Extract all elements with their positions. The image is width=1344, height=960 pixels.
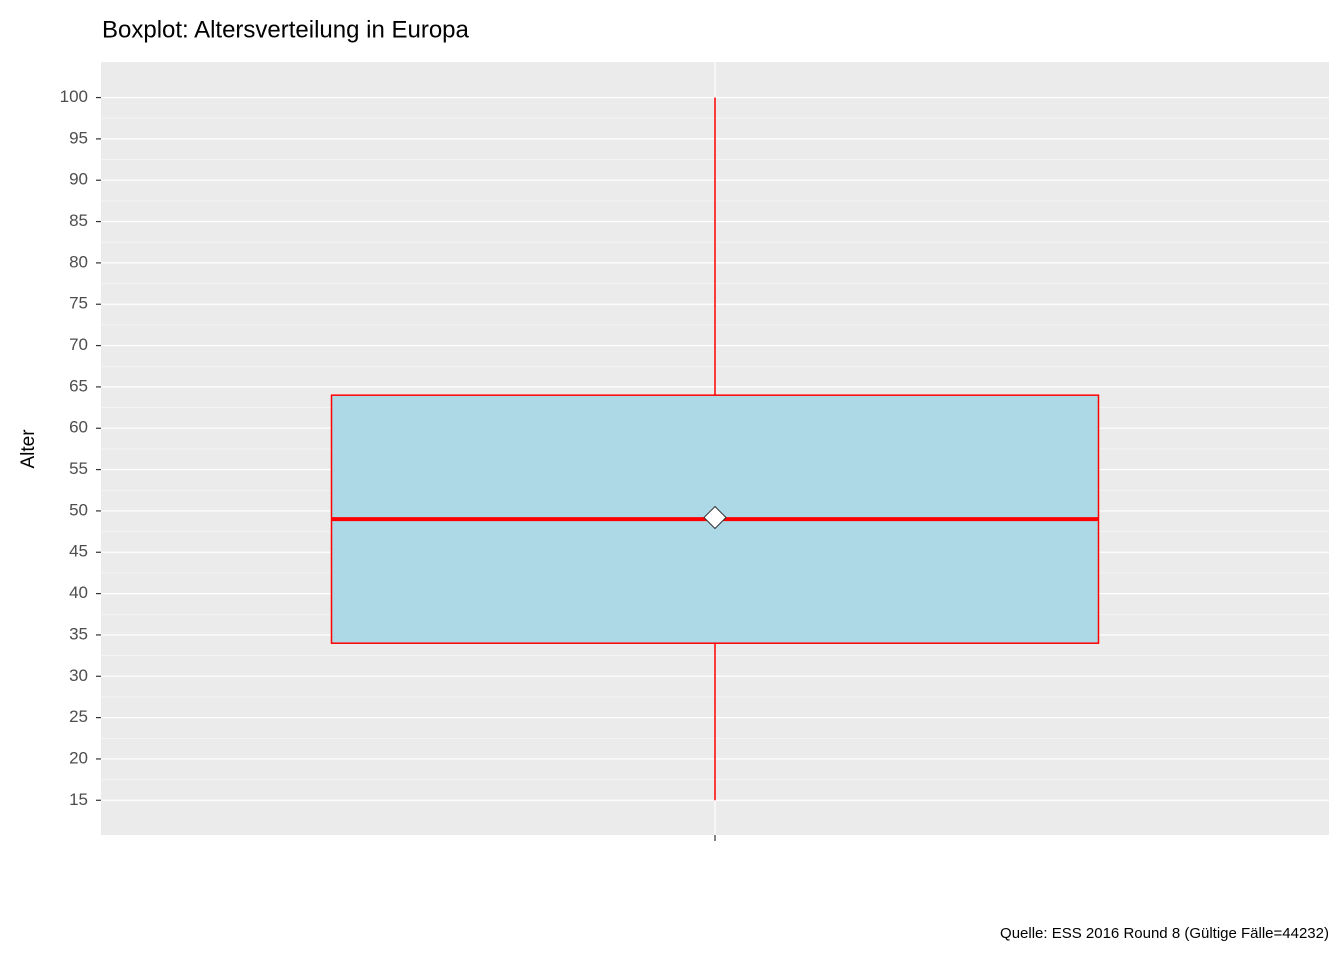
y-tick-label: 85 [69,211,88,230]
y-tick-label: 70 [69,335,88,354]
mean-marker [703,505,727,530]
y-tick-label: 30 [69,666,88,685]
y-tick-label: 80 [69,252,88,271]
y-tick-label: 60 [69,418,88,437]
y-tick-label: 20 [69,748,88,767]
y-tick-label: 55 [69,459,88,478]
y-tick-label: 65 [69,376,88,395]
marks [330,97,1100,801]
y-tick-label: 40 [69,583,88,602]
y-tick-label: 95 [69,128,88,147]
y-tick-label: 35 [69,624,88,643]
y-tick-label: 100 [60,87,88,106]
y-tick-label: 50 [69,500,88,519]
y-tick-label: 15 [69,790,88,809]
y-tick-label: 75 [69,294,88,313]
caption: Quelle: ESS 2016 Round 8 (Gültige Fälle=… [1000,925,1329,942]
chart-title: Boxplot: Altersverteilung in Europa [102,16,470,43]
y-tick-label: 25 [69,707,88,726]
y-tick-label: 45 [69,542,88,561]
y-axis-label: Alter [18,429,39,469]
y-tick-label: 90 [69,170,88,189]
